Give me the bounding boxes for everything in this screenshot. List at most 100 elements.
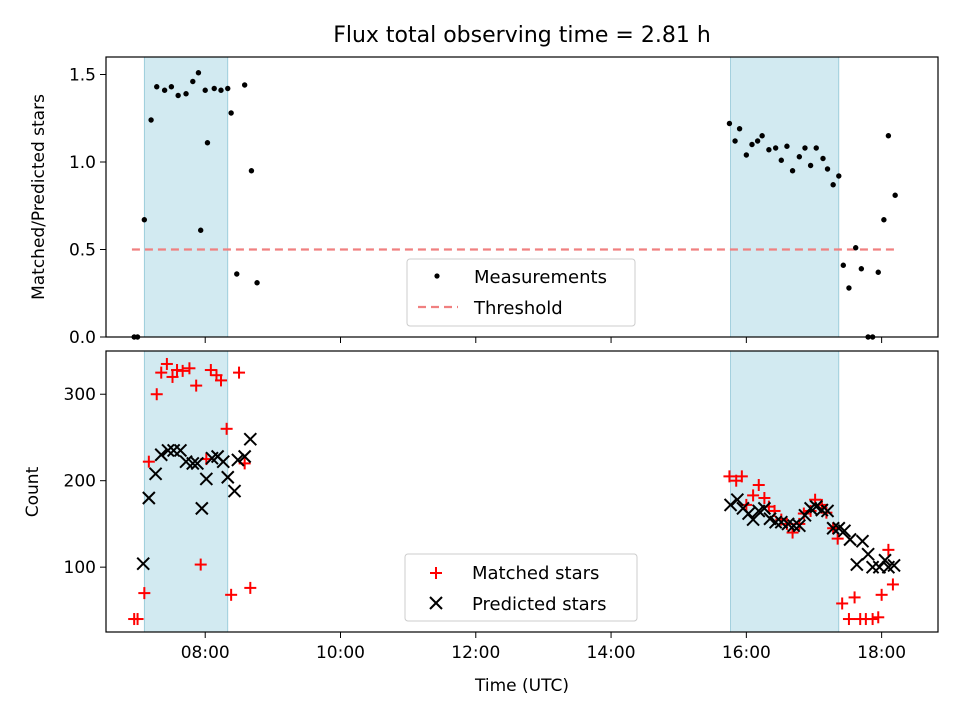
measurement-point <box>830 182 836 188</box>
predicted-star-stroke <box>173 443 188 458</box>
predicted-star-point <box>136 556 150 571</box>
matched-star-point <box>886 578 899 591</box>
predicted-star-point <box>723 498 738 512</box>
top-shaded-intervals <box>143 56 840 338</box>
measurement-point <box>846 285 852 291</box>
measurement-point <box>892 192 898 198</box>
top-y-ticks: 0.0 0.5 1.0 1.5 <box>69 66 106 348</box>
predicted-star-stroke <box>781 517 795 531</box>
measurement-point <box>754 138 761 144</box>
legend-matched-stars-marker <box>430 567 442 579</box>
legend-measurements-label: Measurements <box>474 267 607 288</box>
predicted-star-stroke <box>878 553 892 567</box>
measurement-point <box>789 168 796 174</box>
predicted-star-stroke <box>815 503 829 517</box>
predicted-star-point <box>768 515 783 529</box>
bottom-y-axis-label: Count <box>23 466 43 517</box>
matched-star-point <box>758 491 771 504</box>
matched-star-point <box>747 489 760 502</box>
predicted-star-stroke <box>757 501 772 516</box>
predicted-star-point <box>878 553 892 567</box>
measurement-point <box>858 266 865 272</box>
bottom-x-ticks: 08:00 10:00 12:00 14:00 16:00 18:00 <box>181 632 906 663</box>
measurement-point <box>234 271 240 277</box>
measurement-point <box>154 84 160 90</box>
matched-star-point <box>752 479 765 492</box>
bottom-x-tick-label: 08:00 <box>181 643 230 663</box>
predicted-star-point <box>843 532 857 547</box>
predicted-star-point <box>887 558 901 573</box>
matched-star-point <box>836 597 849 610</box>
bottom-x-tick-label: 10:00 <box>316 643 365 663</box>
predicted-star-stroke <box>186 456 200 471</box>
legend-predicted-stars-label: Predicted stars <box>472 594 606 615</box>
measurement-point <box>175 92 181 99</box>
predicted-star-stroke <box>820 504 835 518</box>
measurement-point <box>248 168 255 174</box>
predicted-star-stroke <box>237 449 252 464</box>
predicted-star-stroke <box>843 532 857 547</box>
matched-star-point <box>220 422 233 435</box>
predicted-star-stroke <box>774 515 789 529</box>
matched-star-point <box>204 364 217 377</box>
top-y-tick-label: 1.5 <box>69 66 96 86</box>
measurement-point <box>736 126 743 132</box>
measurement-point <box>749 141 755 148</box>
top-y-tick-label: 0.0 <box>69 328 96 348</box>
top-measurement-points <box>131 70 898 340</box>
predicted-star-stroke <box>723 498 738 512</box>
measurement-point <box>836 173 842 179</box>
measurement-point <box>202 87 208 93</box>
predicted-star-stroke <box>809 499 823 514</box>
measurement-point <box>796 154 803 160</box>
predicted-star-stroke <box>768 515 783 529</box>
matched-star-point <box>138 587 151 600</box>
measurement-point <box>875 269 881 275</box>
predicted-star-stroke <box>136 556 150 571</box>
bottom-y-tick-label: 100 <box>64 558 96 578</box>
legend-matched-stars-label: Matched stars <box>472 563 599 584</box>
top-shade-band <box>730 56 840 338</box>
measurement-point <box>881 217 887 223</box>
predicted-star-point <box>237 449 252 464</box>
predicted-star-point <box>186 456 200 471</box>
predicted-star-point <box>221 470 235 484</box>
bottom-x-axis-label: Time (UTC) <box>474 676 569 696</box>
matched-star-point <box>866 613 879 626</box>
measurement-point <box>161 87 168 93</box>
measurement-point <box>190 78 196 85</box>
predicted-star-point <box>243 432 258 446</box>
matched-star-point <box>831 532 844 545</box>
matched-star-point <box>882 543 895 556</box>
measurement-point <box>168 84 175 90</box>
top-y-tick-label: 0.5 <box>69 241 96 261</box>
measurement-point <box>148 117 154 123</box>
top-x-ticks <box>204 337 883 343</box>
predicted-star-stroke <box>179 454 193 469</box>
measurement-point <box>778 157 784 163</box>
bottom-shaded-intervals <box>143 350 840 633</box>
predicted-star-stroke <box>792 518 807 533</box>
matched-star-point <box>842 613 855 626</box>
predicted-star-point <box>837 524 852 538</box>
matched-star-point <box>160 357 173 370</box>
predicted-star-stroke <box>154 448 168 462</box>
predicted-star-stroke <box>837 524 852 538</box>
measurement-point <box>807 162 814 169</box>
bottom-shade-band <box>730 350 840 633</box>
predicted-star-point <box>741 506 756 521</box>
matched-star-point <box>131 613 144 626</box>
matched-star-point <box>194 558 207 571</box>
predicted-star-point <box>746 512 760 527</box>
predicted-star-stroke <box>832 521 846 535</box>
measurement-point <box>885 133 892 139</box>
predicted-star-stroke <box>243 432 258 446</box>
predicted-star-stroke <box>826 521 840 535</box>
measurement-point <box>813 145 819 151</box>
predicted-star-stroke <box>190 456 205 471</box>
matched-star-point <box>150 388 163 401</box>
legend-threshold-label: Threshold <box>473 298 563 319</box>
predicted-star-stroke <box>195 501 209 516</box>
matched-star-point <box>166 370 179 383</box>
